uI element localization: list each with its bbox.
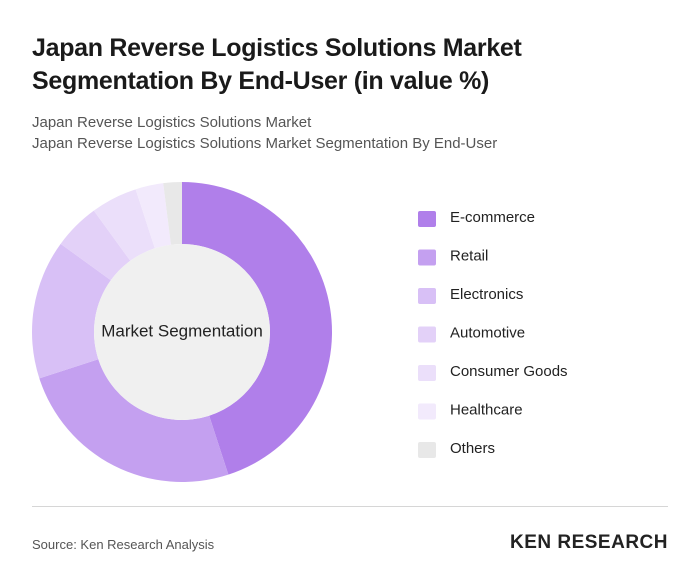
donut-slice	[135, 183, 171, 249]
chart-title: Japan Reverse Logistics Solutions Market…	[32, 34, 522, 95]
chart: Market Segmentation E-commerce Retail Elec…	[32, 182, 568, 482]
donut-hole	[94, 244, 270, 420]
donut-slice	[39, 359, 229, 482]
legend-label: Automotive	[450, 324, 525, 341]
separator	[32, 506, 668, 507]
legend-swatch	[418, 288, 436, 304]
legend-label: E-commerce	[450, 209, 535, 226]
legend-label: Others	[450, 440, 495, 457]
source: Source: Ken Research Analysis	[32, 537, 215, 552]
donut-slice	[93, 189, 155, 261]
legend-swatch	[418, 403, 436, 420]
donut-slice	[60, 210, 131, 281]
legend-label: Healthcare	[450, 401, 523, 418]
donut-slice	[32, 243, 111, 379]
center-label: Market Segmentation	[101, 321, 263, 340]
legend-label: Consumer Goods	[450, 363, 568, 380]
legend-swatch	[418, 326, 436, 343]
legend-label: Retail	[450, 247, 488, 264]
legend-swatch	[418, 211, 436, 227]
legend-label: Electronics	[450, 286, 523, 303]
legend-swatch	[418, 365, 436, 381]
logo: KEN RESEARCH	[509, 532, 668, 553]
subtitle: Japan Reverse Logistics Solutions Market	[32, 114, 312, 131]
legend-swatch	[418, 249, 436, 266]
donut-slice	[163, 182, 182, 245]
legend-swatch	[418, 442, 436, 458]
subtitle: Japan Reverse Logistics Solutions Market…	[32, 135, 498, 152]
donut-slice	[182, 182, 333, 475]
